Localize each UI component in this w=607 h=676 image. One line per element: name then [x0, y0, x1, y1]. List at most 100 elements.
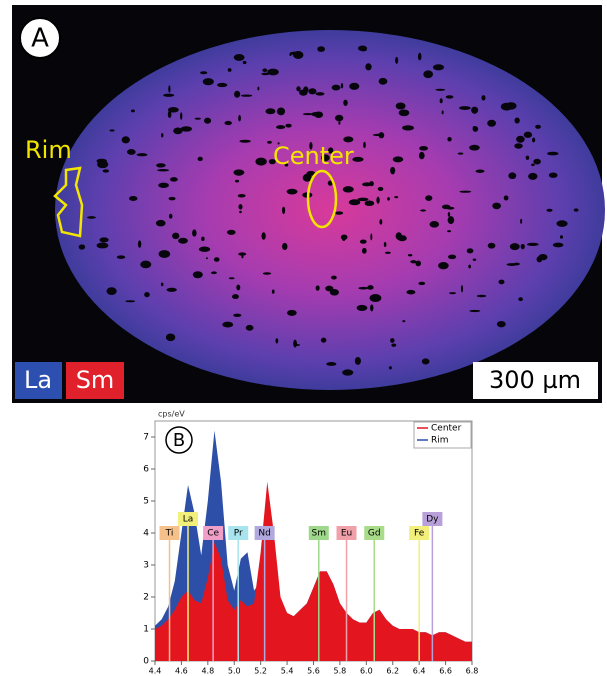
- pore: [433, 64, 444, 70]
- y-tick-label: 2: [143, 593, 149, 603]
- pore: [488, 243, 496, 249]
- pore: [390, 167, 395, 175]
- pore: [365, 63, 371, 70]
- pore: [459, 106, 471, 110]
- pore: [469, 310, 480, 312]
- pore: [358, 45, 367, 51]
- pore: [518, 297, 523, 301]
- pore: [537, 256, 543, 262]
- pore: [290, 52, 301, 55]
- pore: [127, 149, 136, 155]
- pore: [357, 305, 368, 311]
- pore: [549, 172, 558, 177]
- pore: [349, 83, 359, 90]
- pore: [514, 117, 519, 123]
- pore: [438, 262, 449, 269]
- pore: [448, 212, 450, 217]
- pore: [422, 358, 430, 364]
- pore: [574, 208, 579, 211]
- pore: [234, 54, 245, 61]
- pore: [287, 310, 297, 316]
- pore: [267, 141, 272, 144]
- pore: [461, 285, 463, 292]
- x-tick-label: 4.8: [201, 667, 214, 676]
- x-tick-label: 6.8: [466, 667, 479, 676]
- pore: [415, 260, 421, 266]
- element-label: Dy: [426, 515, 439, 525]
- pore: [157, 169, 169, 171]
- pore: [195, 118, 201, 120]
- pore: [385, 252, 391, 254]
- pore: [402, 320, 405, 322]
- pore: [192, 229, 197, 236]
- pore: [239, 211, 242, 213]
- pore: [358, 287, 368, 290]
- pore: [117, 255, 125, 259]
- pore: [473, 259, 477, 261]
- pore: [156, 220, 166, 226]
- pore: [255, 158, 266, 166]
- element-label: Nd: [258, 529, 270, 539]
- pore: [276, 125, 285, 129]
- pore: [467, 248, 474, 253]
- pore: [516, 136, 525, 143]
- pore: [521, 244, 525, 249]
- pore: [477, 295, 486, 298]
- pore: [419, 152, 425, 159]
- pore: [275, 338, 278, 343]
- legend-label: La: [24, 366, 52, 394]
- pore: [370, 233, 372, 240]
- legend-label: Center: [431, 424, 462, 434]
- panel-label: A: [31, 24, 49, 54]
- pore: [168, 85, 170, 92]
- pore: [531, 163, 535, 166]
- pore: [109, 129, 114, 131]
- pore: [390, 338, 394, 343]
- pore: [367, 285, 373, 290]
- y-tick-label: 1: [143, 625, 149, 635]
- pore: [449, 292, 456, 294]
- pore: [355, 357, 361, 365]
- pore: [200, 71, 207, 74]
- x-tick-label: 6.0: [360, 667, 373, 676]
- x-tick-label: 6.6: [439, 667, 452, 676]
- pore: [178, 238, 188, 244]
- pore: [396, 232, 402, 240]
- center-label: Center: [273, 142, 354, 170]
- pore: [144, 292, 150, 297]
- pore: [498, 280, 504, 285]
- pore: [233, 169, 244, 175]
- pore: [468, 265, 471, 269]
- pore: [317, 46, 325, 52]
- pore: [419, 146, 428, 151]
- pore: [370, 304, 373, 311]
- pore: [342, 369, 353, 375]
- y-tick-label: 3: [143, 561, 149, 571]
- pore: [241, 94, 252, 96]
- pore: [236, 284, 240, 290]
- pore: [373, 134, 384, 136]
- pore: [476, 169, 485, 173]
- pore: [553, 243, 564, 248]
- y-axis-label: cps/eV: [158, 410, 185, 419]
- element-label: La: [183, 515, 194, 525]
- pore: [378, 187, 384, 191]
- pore: [277, 108, 285, 116]
- pore: [497, 321, 506, 327]
- pore: [293, 340, 297, 348]
- pore: [423, 70, 433, 78]
- pore: [425, 195, 432, 201]
- y-tick-label: 4: [143, 529, 149, 539]
- pore: [342, 236, 346, 241]
- pore: [282, 243, 287, 250]
- pore: [526, 156, 529, 160]
- pore: [137, 153, 148, 156]
- pore: [285, 124, 291, 128]
- scale-bar-label: 300 µm: [489, 366, 581, 394]
- pore: [520, 219, 522, 224]
- pore: [352, 157, 363, 162]
- pore: [99, 237, 108, 242]
- y-tick-label: 6: [143, 465, 149, 475]
- pore: [180, 112, 182, 120]
- pore: [172, 233, 179, 240]
